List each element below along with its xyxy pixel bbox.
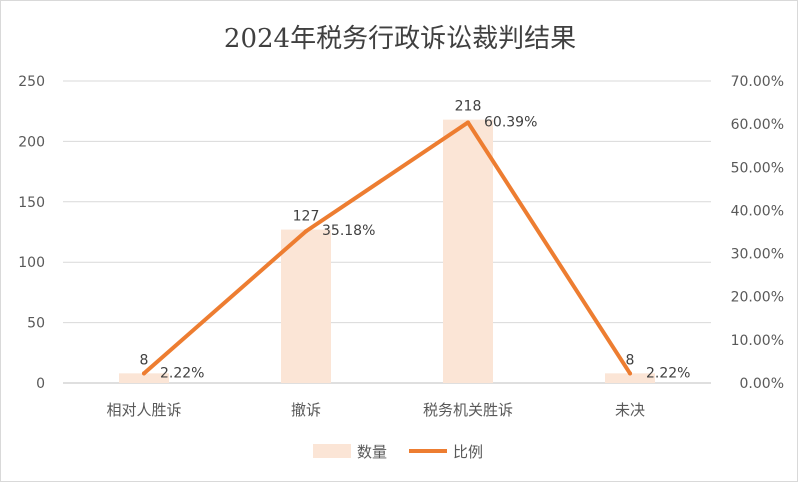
y-right-tick-label: 50.00% bbox=[731, 160, 784, 176]
line-value-label: 2.22% bbox=[646, 365, 690, 381]
legend: 数量 比例 bbox=[313, 443, 483, 461]
y-left-tick-label: 100 bbox=[18, 255, 45, 271]
chart-title: 2024年税务行政诉讼裁判结果 bbox=[224, 24, 576, 54]
data-labels: 8 127 218 8 2.22% 35.18% 60.39% 2.22% bbox=[140, 99, 691, 382]
y-right-tick-label: 40.00% bbox=[731, 203, 784, 219]
line-point bbox=[304, 229, 308, 234]
y-right-tick-label: 0.00% bbox=[740, 376, 784, 392]
left-axis: 0 50 100 150 200 250 bbox=[18, 74, 45, 392]
line-value-label: 60.39% bbox=[484, 114, 537, 130]
y-left-tick-label: 50 bbox=[27, 316, 45, 332]
line-point bbox=[628, 371, 632, 376]
line-value-label: 35.18% bbox=[322, 223, 375, 239]
bar bbox=[119, 373, 169, 383]
bar-value-label: 218 bbox=[455, 99, 482, 115]
y-right-tick-label: 60.00% bbox=[731, 117, 784, 133]
right-axis: 0.00% 10.00% 20.00% 30.00% 40.00% 50.00% 60.00… bbox=[731, 74, 784, 392]
legend-label-line: 比例 bbox=[453, 443, 483, 461]
line-point bbox=[466, 120, 470, 125]
bar bbox=[443, 119, 493, 383]
bar bbox=[281, 229, 331, 383]
bar bbox=[605, 373, 655, 383]
y-left-tick-label: 250 bbox=[18, 74, 45, 90]
line-series bbox=[142, 120, 632, 376]
category-label: 撤诉 bbox=[291, 401, 321, 419]
y-left-tick-label: 200 bbox=[18, 134, 45, 150]
category-label: 税务机关胜诉 bbox=[423, 401, 513, 419]
y-right-tick-label: 30.00% bbox=[731, 247, 784, 263]
y-right-tick-label: 70.00% bbox=[731, 74, 784, 90]
legend-swatch-bar bbox=[313, 444, 351, 458]
category-label: 相对人胜诉 bbox=[106, 401, 181, 419]
line-point bbox=[142, 371, 146, 376]
y-right-tick-label: 20.00% bbox=[731, 290, 784, 306]
y-left-tick-label: 0 bbox=[36, 376, 45, 392]
line-path bbox=[142, 120, 632, 376]
category-label: 未决 bbox=[615, 401, 645, 419]
line-value-label: 2.22% bbox=[160, 365, 204, 381]
bar-value-label: 8 bbox=[140, 352, 149, 368]
gridlines bbox=[63, 80, 711, 384]
y-left-tick-label: 150 bbox=[18, 195, 45, 211]
legend-label-bar: 数量 bbox=[357, 443, 387, 461]
bar-value-label: 127 bbox=[293, 209, 320, 225]
y-right-tick-label: 10.00% bbox=[731, 333, 784, 349]
bar-series bbox=[119, 119, 655, 383]
category-axis: 相对人胜诉 撤诉 税务机关胜诉 未决 bbox=[106, 401, 645, 419]
bar-value-label: 8 bbox=[626, 352, 635, 368]
